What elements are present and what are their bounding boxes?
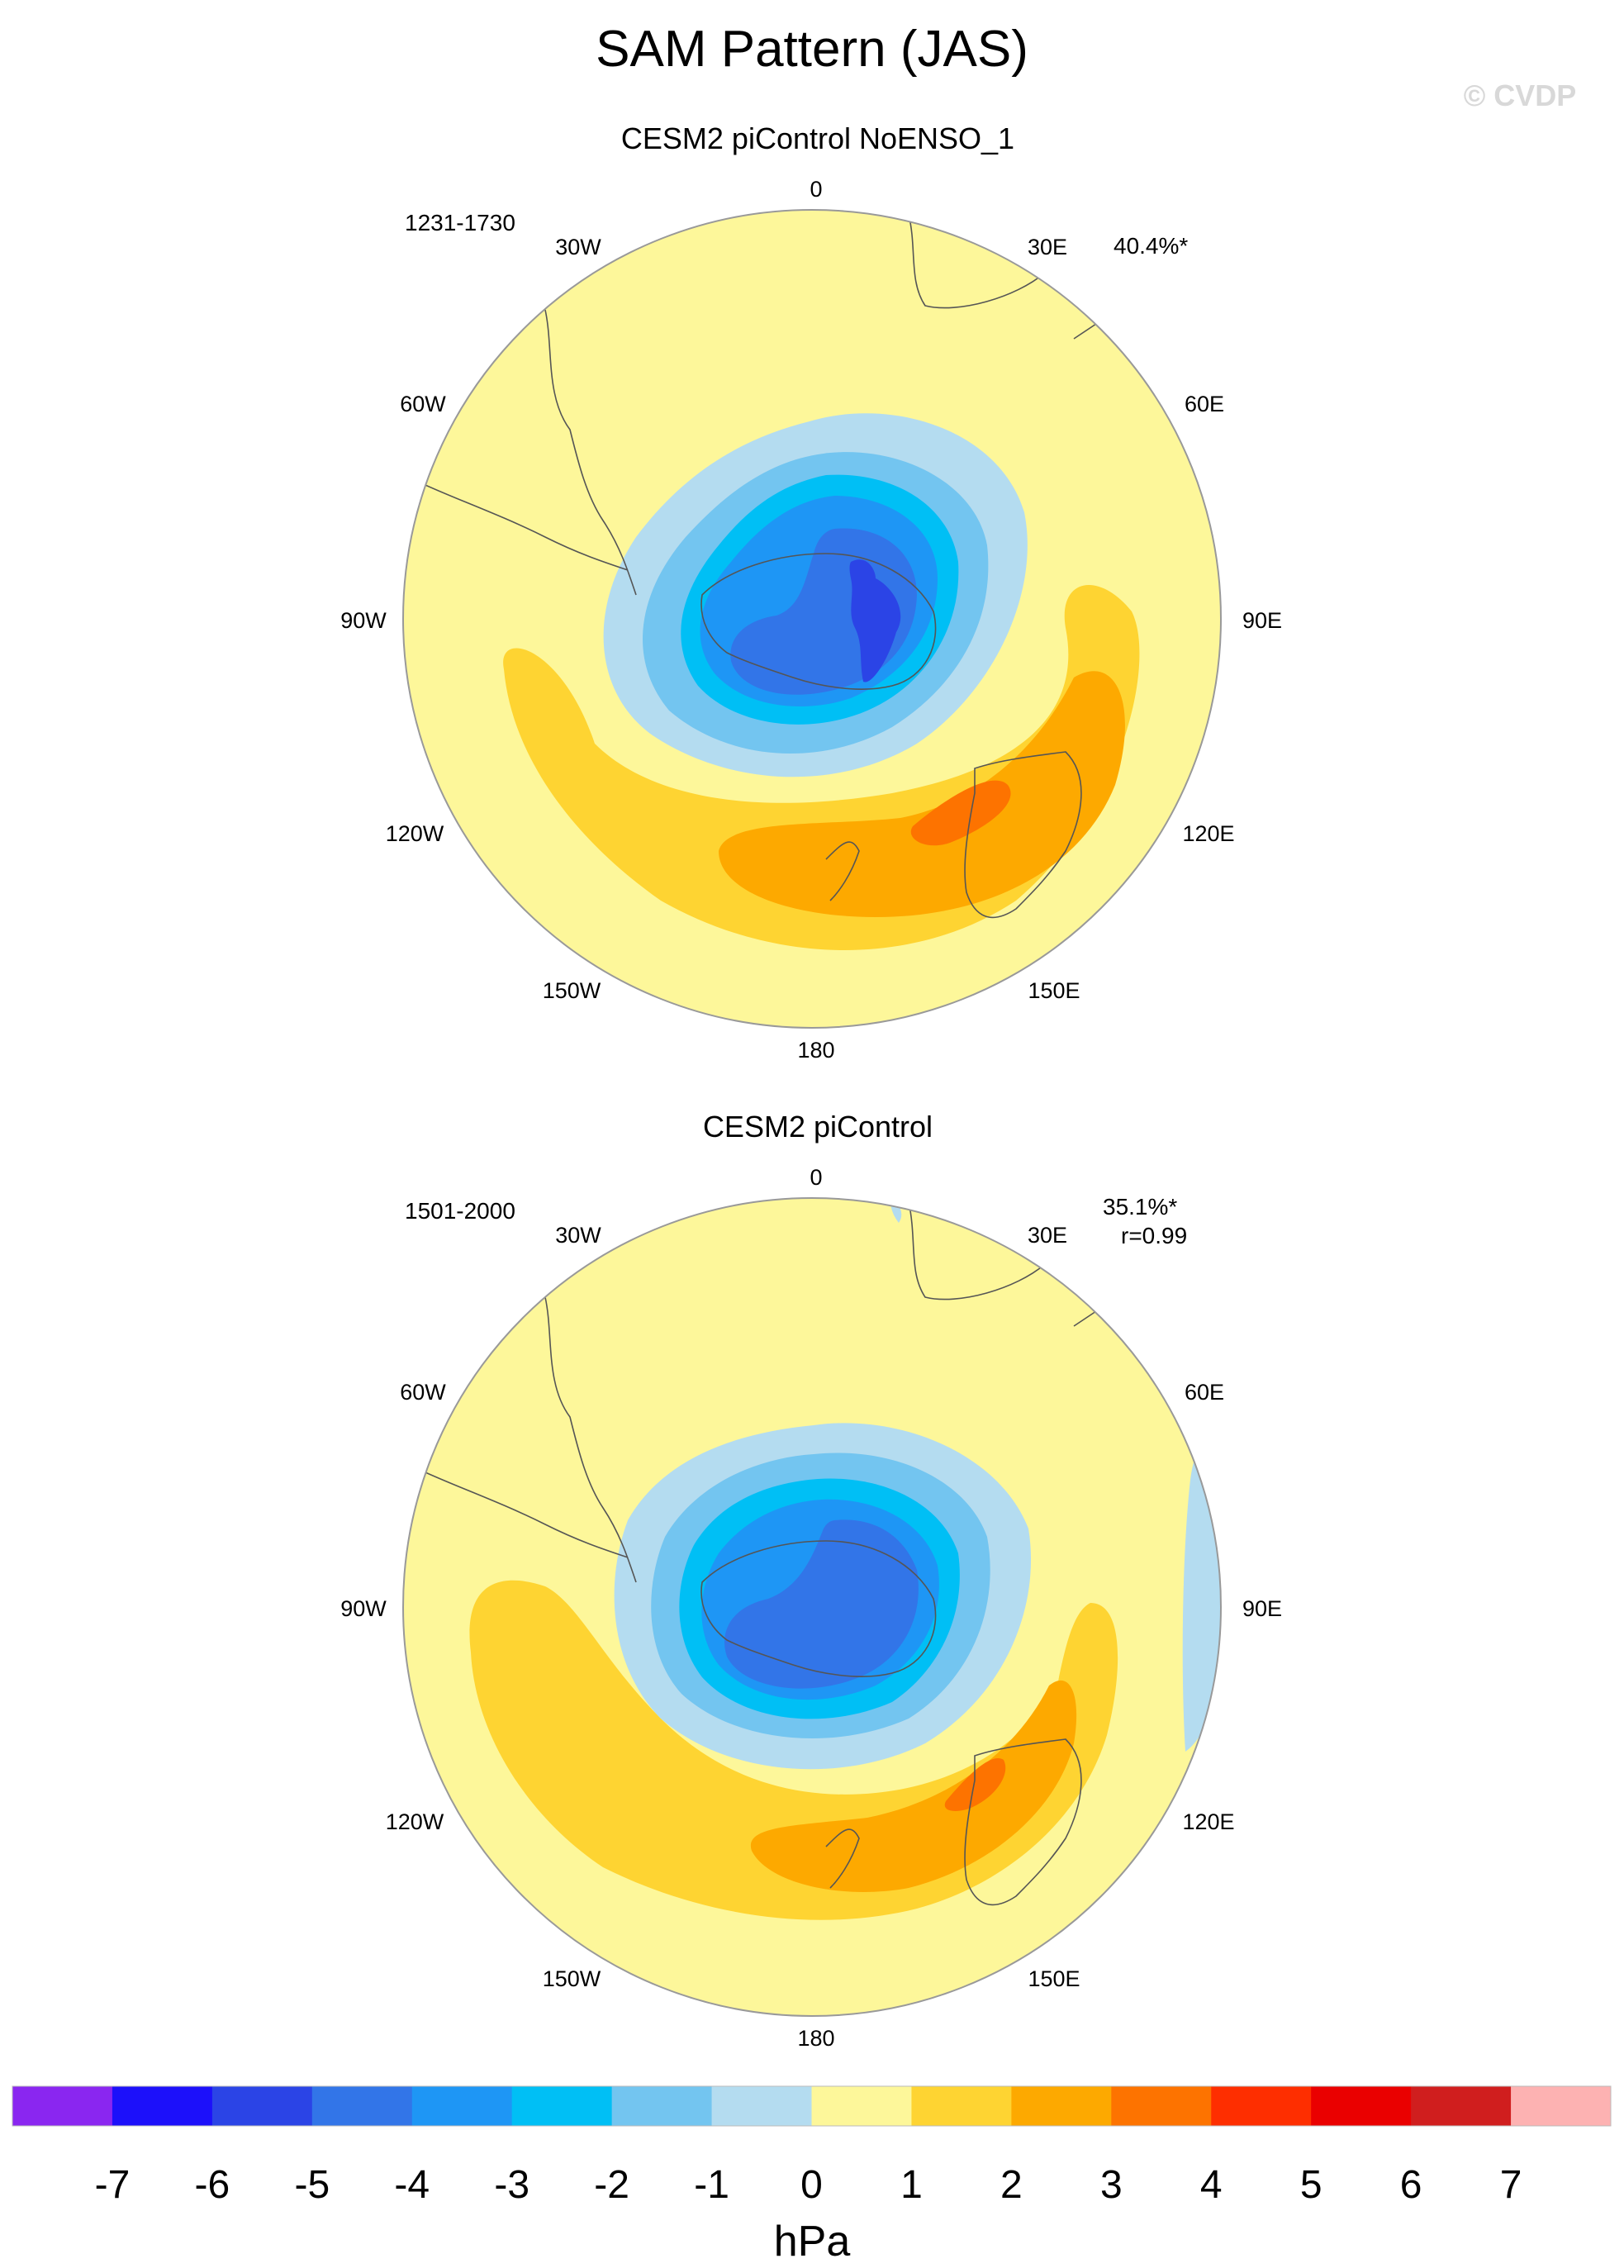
colorbar-unit: hPa xyxy=(774,2218,851,2264)
colorbar-box xyxy=(1411,2086,1512,2126)
lon-label-90w: 90W xyxy=(340,1596,387,1621)
contour-level-neg5-neg4 xyxy=(724,1519,919,1689)
colorbar-tick-labels: -7 -6 -5 -4 -3 -2 -1 0 1 2 3 4 5 6 7 xyxy=(95,2163,1522,2207)
colorbar-frame xyxy=(12,2085,1612,2127)
lon-label-90e: 90E xyxy=(1242,1596,1282,1621)
map-top-variance: 40.4%* xyxy=(1114,233,1188,259)
cvdp-watermark: © CVDP xyxy=(1464,78,1577,112)
colorbar-tick-label: 5 xyxy=(1300,2163,1322,2207)
colorbar-tick-label: -2 xyxy=(594,2163,629,2207)
colorbar-box xyxy=(811,2086,912,2126)
lon-label-60w: 60W xyxy=(400,1380,446,1405)
contour-edge-neg-east xyxy=(1182,1454,1221,1752)
lon-label-150w: 150W xyxy=(543,1966,601,1991)
lon-label-0: 0 xyxy=(810,177,822,202)
contour-level-neg6-neg5 xyxy=(849,559,901,682)
colorbar-tick-label: -1 xyxy=(694,2163,729,2207)
colorbar-box xyxy=(611,2086,713,2126)
lon-label-60e: 60E xyxy=(1185,392,1224,416)
contour-level-3-4 xyxy=(910,780,1011,846)
map-bottom-subtitle: CESM2 piControl xyxy=(703,1110,933,1144)
colorbar-box xyxy=(1011,2086,1112,2126)
map-top-subtitle: CESM2 piControl NoENSO_1 xyxy=(621,121,1014,155)
lon-label-60e: 60E xyxy=(1185,1380,1224,1405)
lon-label-150e: 150E xyxy=(1028,978,1080,1003)
colorbar-tick-label: -7 xyxy=(95,2163,131,2207)
colorbar-tick-label: 7 xyxy=(1500,2163,1522,2207)
map-bottom-coastlines xyxy=(412,1201,1112,1906)
colorbar-tick-label: 6 xyxy=(1400,2163,1422,2207)
colorbar-box xyxy=(711,2086,812,2126)
map-bottom-border xyxy=(402,1197,1222,2017)
lon-label-30e: 30E xyxy=(1028,1223,1067,1248)
lon-label-30w: 30W xyxy=(555,235,601,259)
colorbar-tick-label: 3 xyxy=(1100,2163,1123,2207)
colorbar-tick-label: 0 xyxy=(800,2163,823,2207)
colorbar-tick-label: -6 xyxy=(195,2163,230,2207)
lon-label-120e: 120E xyxy=(1182,1809,1234,1834)
lon-label-120e: 120E xyxy=(1182,821,1234,846)
lon-label-30e: 30E xyxy=(1028,235,1067,259)
figure-title: SAM Pattern (JAS) xyxy=(596,21,1028,78)
contour-level-2-3 xyxy=(750,1680,1077,1892)
lon-label-150w: 150W xyxy=(543,978,601,1003)
contour-level-2-3 xyxy=(719,671,1125,917)
colorbar-tick-label: 2 xyxy=(1000,2163,1023,2207)
map-top-border xyxy=(402,209,1222,1029)
lon-label-90w: 90W xyxy=(340,608,387,633)
colorbar-tick-label: -3 xyxy=(494,2163,529,2207)
colorbar-tick-label: 1 xyxy=(900,2163,923,2207)
colorbar-boxes xyxy=(12,2085,1612,2127)
lon-label-150e: 150E xyxy=(1028,1966,1080,1991)
map-bottom-years: 1501-2000 xyxy=(405,1198,515,1224)
colorbar-box xyxy=(1211,2086,1312,2126)
map-top-coastlines xyxy=(412,214,1112,919)
colorbar-box xyxy=(12,2086,113,2126)
colorbar-box xyxy=(1311,2086,1412,2126)
colorbar-box xyxy=(1511,2086,1612,2126)
lon-label-30w: 30W xyxy=(555,1223,601,1248)
lon-label-0: 0 xyxy=(810,1165,822,1190)
map-bottom-contours xyxy=(403,1198,1221,2016)
lon-label-90e: 90E xyxy=(1242,608,1282,633)
map-top-longitude-labels: 0 30E 60E 90E 120E 150E 180 150W 120W 90… xyxy=(340,177,1282,1063)
lon-label-180: 180 xyxy=(797,2026,834,2051)
lon-label-120w: 120W xyxy=(386,821,444,846)
colorbar-box xyxy=(411,2086,513,2126)
colorbar-box xyxy=(112,2086,213,2126)
map-bottom-correlation: r=0.99 xyxy=(1121,1223,1187,1248)
lon-label-60w: 60W xyxy=(400,392,446,416)
map-top-contours xyxy=(403,210,1221,1028)
colorbar-box xyxy=(211,2086,313,2126)
lon-label-120w: 120W xyxy=(386,1809,444,1834)
colorbar-box xyxy=(911,2086,1012,2126)
colorbar-box xyxy=(511,2086,613,2126)
colorbar-box xyxy=(311,2086,413,2126)
map-bottom-longitude-labels: 0 30E 60E 90E 120E 150E 180 150W 120W 90… xyxy=(340,1165,1282,2051)
colorbar: -7 -6 -5 -4 -3 -2 -1 0 1 2 3 4 5 6 7 hPa xyxy=(12,2085,1612,2266)
map-top: CESM2 piControl NoENSO_1 1231-1730 40.4%… xyxy=(340,121,1282,1063)
contour-level-3-4 xyxy=(944,1758,1006,1811)
map-bottom-variance: 35.1%* xyxy=(1103,1194,1177,1220)
colorbar-box xyxy=(1111,2086,1212,2126)
lon-label-180: 180 xyxy=(797,1038,834,1063)
colorbar-tick-label: 4 xyxy=(1200,2163,1223,2207)
colorbar-tick-label: -5 xyxy=(294,2163,330,2207)
map-bottom: CESM2 piControl 1501-2000 35.1%* r=0.99 xyxy=(340,1110,1282,2051)
map-top-years: 1231-1730 xyxy=(405,210,515,235)
colorbar-tick-label: -4 xyxy=(394,2163,430,2207)
